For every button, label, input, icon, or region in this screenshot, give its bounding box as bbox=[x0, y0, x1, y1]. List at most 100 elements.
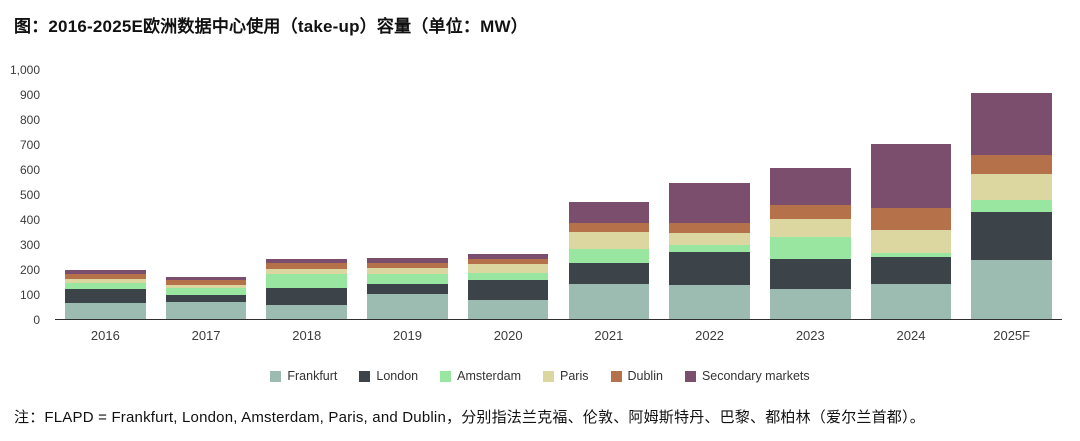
bar-segment-london bbox=[65, 289, 146, 303]
bar-segment-secondary-markets bbox=[971, 92, 1052, 156]
legend-swatch-icon bbox=[440, 370, 452, 382]
bar-segment-frankfurt bbox=[669, 285, 750, 319]
x-axis-label-2022: 2022 bbox=[695, 328, 725, 343]
bar-segment-dublin bbox=[65, 274, 146, 279]
bar-segment-secondary-markets bbox=[165, 276, 247, 281]
bar-segment-amsterdam bbox=[870, 252, 952, 257]
bar-segment-paris bbox=[467, 264, 549, 273]
y-axis-label: 200 bbox=[19, 263, 40, 277]
footnote: 注：FLAPD = Frankfurt, London, Amsterdam, … bbox=[14, 409, 925, 426]
bar-slot-2024 bbox=[861, 70, 962, 319]
stacked-bar-2018 bbox=[266, 259, 348, 319]
stacked-bar-2025F bbox=[971, 92, 1052, 319]
stacked-bar-2022 bbox=[669, 182, 750, 319]
x-axis-label-2018: 2018 bbox=[292, 328, 322, 343]
y-axis-label: 1,000 bbox=[9, 63, 40, 77]
bar-segment-paris bbox=[971, 174, 1052, 201]
stacked-bar-2023 bbox=[769, 167, 851, 319]
bar-segment-london bbox=[367, 284, 448, 294]
bar-segment-dublin bbox=[266, 262, 348, 269]
bar-slot-2020 bbox=[458, 70, 559, 319]
x-axis-label-2023: 2023 bbox=[795, 328, 825, 343]
stacked-bar-2017 bbox=[165, 276, 247, 319]
y-axis-label: 300 bbox=[19, 238, 40, 252]
bar-segment-london bbox=[769, 259, 851, 289]
legend-item-frankfurt: Frankfurt bbox=[270, 369, 337, 383]
x-axis-label-2017: 2017 bbox=[191, 328, 221, 343]
bar-segment-paris bbox=[165, 285, 247, 288]
bar-slot-2018 bbox=[256, 70, 357, 319]
bar-segment-frankfurt bbox=[568, 284, 650, 319]
bar-segment-dublin bbox=[870, 207, 952, 231]
bar-slot-2023 bbox=[760, 70, 861, 319]
bar-segment-dublin bbox=[467, 259, 549, 264]
bar-segment-secondary-markets bbox=[65, 270, 146, 274]
x-axis-label-2016: 2016 bbox=[90, 328, 120, 343]
bar-segment-paris bbox=[266, 269, 348, 274]
y-axis-label: 0 bbox=[33, 313, 40, 327]
bar-segment-london bbox=[669, 251, 750, 286]
y-axis-label: 800 bbox=[19, 113, 40, 127]
y-axis-label: 500 bbox=[19, 188, 40, 202]
y-axis: 0 100 200 300 400 500 600 700 800 900 1,000 bbox=[0, 64, 44, 326]
bar-segment-amsterdam bbox=[165, 287, 247, 296]
x-axis-label-2020: 2020 bbox=[493, 328, 523, 343]
legend-item-london: London bbox=[359, 369, 418, 383]
stacked-bar-chart: 0 100 200 300 400 500 600 700 800 900 1,000 2016 20… bbox=[0, 64, 1080, 383]
bar-segment-secondary-markets bbox=[669, 182, 750, 223]
legend-swatch-icon bbox=[359, 370, 371, 382]
bar-segment-dublin bbox=[971, 155, 1052, 174]
x-axis-label-2024: 2024 bbox=[896, 328, 926, 343]
bar-segment-paris bbox=[65, 279, 146, 283]
bar-slot-2019 bbox=[357, 70, 458, 319]
plot-area bbox=[55, 70, 1062, 320]
bar-segment-secondary-markets bbox=[266, 259, 348, 263]
bar-segment-paris bbox=[568, 231, 650, 249]
bar-segment-amsterdam bbox=[669, 245, 750, 252]
y-axis-label: 400 bbox=[19, 213, 40, 227]
bar-segment-frankfurt bbox=[870, 284, 952, 319]
legend-swatch-icon bbox=[270, 370, 282, 382]
legend-label: Secondary markets bbox=[701, 369, 810, 383]
y-axis-label: 100 bbox=[19, 288, 40, 302]
bar-segment-london bbox=[266, 287, 348, 306]
legend-label: Dublin bbox=[627, 369, 663, 383]
stacked-bar-2019 bbox=[367, 257, 448, 319]
bar-segment-paris bbox=[769, 219, 851, 237]
bar-segment-paris bbox=[669, 232, 750, 246]
stacked-bar-2016 bbox=[65, 270, 146, 319]
bar-segment-amsterdam bbox=[568, 249, 650, 263]
bar-segment-frankfurt bbox=[769, 289, 851, 319]
legend-item-dublin: Dublin bbox=[610, 369, 663, 383]
bar-segment-london bbox=[870, 256, 952, 284]
bar-segment-amsterdam bbox=[769, 236, 851, 259]
bar-segment-amsterdam bbox=[367, 274, 448, 284]
bar-segment-frankfurt bbox=[367, 294, 448, 319]
bar-segment-amsterdam bbox=[467, 272, 549, 281]
bar-segment-paris bbox=[367, 267, 448, 274]
legend-label: Frankfurt bbox=[287, 369, 338, 383]
legend-swatch-icon bbox=[610, 370, 622, 382]
bar-segment-dublin bbox=[165, 280, 247, 286]
bar-segment-dublin bbox=[367, 262, 448, 268]
x-axis-label-2021: 2021 bbox=[594, 328, 624, 343]
bar-segment-dublin bbox=[568, 222, 650, 232]
bar-slot-2022 bbox=[659, 70, 760, 319]
stacked-bar-2021 bbox=[568, 201, 650, 319]
legend-swatch-icon bbox=[684, 370, 696, 382]
bar-segment-secondary-markets bbox=[769, 167, 851, 206]
bar-segment-frankfurt bbox=[266, 305, 348, 319]
bar-segment-secondary-markets bbox=[870, 144, 952, 208]
chart-title: 图：2016-2025E欧洲数据中心使用（take-up）容量（单位：MW） bbox=[14, 17, 528, 36]
bar-slot-2017 bbox=[156, 70, 257, 319]
legend-item-secondary-markets: Secondary markets bbox=[684, 369, 810, 383]
bar-segment-amsterdam bbox=[65, 282, 146, 289]
legend: Frankfurt London Amsterdam Paris Dublin Secon… bbox=[0, 369, 1080, 383]
y-axis-label: 700 bbox=[19, 138, 40, 152]
bar-segment-london bbox=[971, 211, 1052, 261]
bar-slot-2025F bbox=[961, 70, 1062, 319]
bar-segment-dublin bbox=[769, 205, 851, 219]
bar-segment-paris bbox=[870, 230, 952, 253]
bar-segment-amsterdam bbox=[971, 200, 1052, 212]
